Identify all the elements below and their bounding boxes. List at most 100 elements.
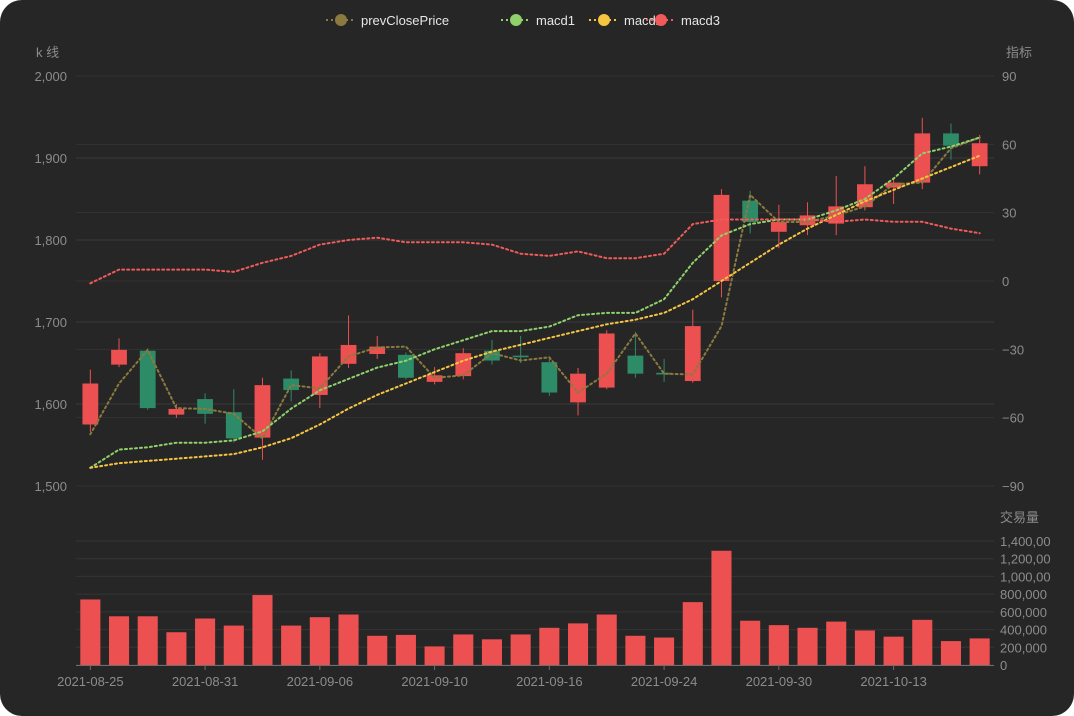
candle-body: [713, 194, 730, 281]
legend: prevClosePrice macd1 macd2 macd3: [326, 13, 720, 28]
axis-titles: k 线 指标 交易量: [36, 45, 1039, 525]
legend-label: macd1: [536, 13, 575, 28]
candle-body: [684, 326, 701, 382]
candle-body: [168, 408, 185, 415]
price-tick-label: 2,000: [34, 69, 67, 84]
candlesticks: [82, 117, 988, 460]
volume-bar: [108, 616, 130, 665]
volume-bar: [654, 637, 675, 665]
volume-tick-label: 1,200,00: [1000, 552, 1051, 567]
indicator-tick-label: 90: [1002, 69, 1016, 84]
volume-tick-label: 1,000,00: [1000, 569, 1051, 584]
candle-body: [914, 133, 931, 183]
volume-bar: [625, 635, 646, 665]
legend-item-macd2: macd2: [589, 13, 663, 28]
indicator-tick-label: −60: [1002, 411, 1024, 426]
volume-bar: [195, 618, 216, 665]
gridlines: [76, 75, 994, 666]
legend-label: macd3: [681, 13, 720, 28]
candle-body: [484, 350, 500, 361]
legend-marker: [598, 14, 610, 26]
volume-bar: [768, 625, 789, 665]
candle-body: [455, 353, 472, 377]
indicator-lines: [89, 136, 981, 469]
candle-body: [398, 354, 414, 378]
x-tick-label: 2021-09-16: [516, 674, 583, 689]
volume-bar: [367, 635, 388, 665]
legend-item-prevClosePrice: prevClosePrice: [326, 13, 449, 28]
indicator-tick-label: 0: [1002, 274, 1009, 289]
volume-bar: [424, 646, 445, 665]
price-axis-title: k 线: [36, 45, 59, 60]
volume-bar: [80, 599, 101, 665]
volume-bar: [682, 602, 703, 665]
volume-bar: [338, 614, 359, 665]
price-tick-label: 1,600: [34, 397, 67, 412]
legend-label: prevClosePrice: [361, 13, 449, 28]
candle-body: [770, 221, 787, 232]
volume-bar: [940, 641, 962, 665]
axis-ticks: 2,000 1,900 1,800 1,700 1,600 1,500 90 60 30 0 −30…: [34, 69, 1050, 689]
volume-bar: [740, 620, 761, 665]
candle-body: [340, 344, 357, 364]
candle-body: [139, 350, 156, 409]
legend-marker: [510, 14, 522, 26]
candle-body: [541, 362, 558, 393]
x-tick-label: 2021-09-06: [287, 674, 354, 689]
volume-tick-label: 1,400,00: [1000, 534, 1051, 549]
volume-bars: [80, 550, 990, 665]
x-tick-label: 2021-09-30: [746, 674, 813, 689]
candle-body: [111, 349, 127, 365]
candle-body: [656, 372, 672, 375]
candle-body: [570, 373, 586, 403]
prevClosePrice-line: [89, 136, 981, 440]
indicator-tick-label: −30: [1002, 342, 1024, 357]
macd1-line: [89, 136, 981, 469]
candle-body: [627, 355, 644, 374]
volume-axis-title: 交易量: [1000, 510, 1039, 525]
price-tick-label: 1,900: [34, 151, 67, 166]
volume-bar: [395, 634, 416, 665]
volume-bar: [309, 617, 330, 665]
volume-tick-label: 200,000: [1000, 640, 1047, 655]
macd2-line: [89, 154, 981, 469]
volume-tick-label: 400,000: [1000, 623, 1047, 638]
volume-bar: [797, 627, 818, 665]
macd3-line: [89, 218, 981, 285]
legend-item-macd3: macd3: [646, 13, 720, 28]
volume-bar: [481, 639, 503, 665]
volume-bar: [137, 616, 158, 665]
volume-bar: [252, 595, 273, 665]
volume-tick-label: 600,000: [1000, 605, 1047, 620]
x-tick-label: 2021-10-13: [860, 674, 927, 689]
candle-body: [254, 385, 271, 438]
x-tick-label: 2021-09-10: [401, 674, 468, 689]
x-tick-label: 2021-08-31: [172, 674, 239, 689]
volume-bar: [969, 638, 990, 665]
volume-bar: [223, 625, 244, 665]
legend-item-macd1: macd1: [501, 13, 575, 28]
indicator-tick-label: 60: [1002, 137, 1016, 152]
candle-body: [369, 346, 386, 354]
price-tick-label: 1,700: [34, 315, 67, 330]
candle-body: [971, 143, 988, 167]
candle-body: [225, 412, 242, 439]
candle-body: [512, 355, 529, 358]
legend-label: macd2: [624, 13, 663, 28]
indicator-tick-label: 30: [1002, 206, 1016, 221]
candle-body: [82, 383, 99, 425]
candle-body: [283, 378, 300, 391]
volume-bar: [912, 619, 933, 665]
volume-bar: [539, 627, 560, 665]
volume-bar: [711, 550, 732, 665]
indicator-axis-title: 指标: [1006, 45, 1032, 60]
volume-bar: [453, 634, 474, 665]
legend-marker: [655, 14, 667, 26]
price-tick-label: 1,500: [34, 479, 67, 494]
volume-bar: [596, 614, 617, 665]
volume-bar: [854, 630, 875, 665]
volume-tick-label: 800,000: [1000, 587, 1047, 602]
candle-body: [943, 133, 959, 146]
